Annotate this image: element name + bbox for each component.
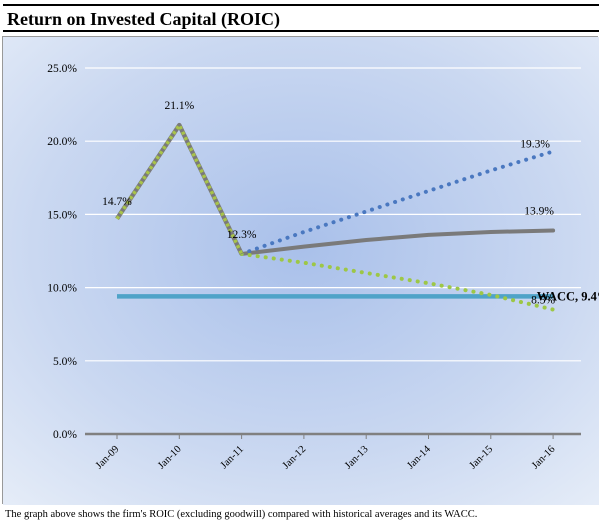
chart-background bbox=[3, 37, 599, 505]
y-tick-label: 15.0% bbox=[47, 209, 77, 221]
data-label: 12.3% bbox=[227, 229, 257, 241]
figure-caption: The graph above shows the firm's ROIC (e… bbox=[5, 509, 478, 520]
data-label: 14.7% bbox=[102, 196, 132, 208]
data-label: WACC, 9.4% bbox=[537, 289, 599, 303]
y-tick-label: 25.0% bbox=[47, 63, 77, 75]
y-tick-label: 5.0% bbox=[53, 356, 77, 368]
series-line-upper bbox=[239, 149, 556, 256]
y-tick-label: 0.0% bbox=[53, 429, 77, 441]
data-label: 19.3% bbox=[520, 138, 550, 150]
data-label: 21.1% bbox=[164, 100, 194, 112]
chart-frame: 0.0% 5.0% 10.0% 15.0% 20.0% 25.0% Jan-09 Jan-10… bbox=[2, 36, 599, 505]
page-title: Return on Invested Capital (ROIC) bbox=[7, 9, 281, 29]
data-label: 8.5% bbox=[531, 295, 555, 307]
y-tick-label: 20.0% bbox=[47, 136, 77, 148]
series-line-historical-dots bbox=[115, 123, 244, 255]
data-label: 13.9% bbox=[524, 206, 554, 218]
roic-chart: 0.0%5.0%10.0%15.0%20.0%25.0%Jan-09 Jan-10… bbox=[3, 37, 599, 505]
y-tick-label: 10.0% bbox=[47, 283, 77, 295]
series-line-avg bbox=[239, 228, 556, 256]
title-bar: Return on Invested Capital (ROIC) bbox=[3, 4, 599, 32]
